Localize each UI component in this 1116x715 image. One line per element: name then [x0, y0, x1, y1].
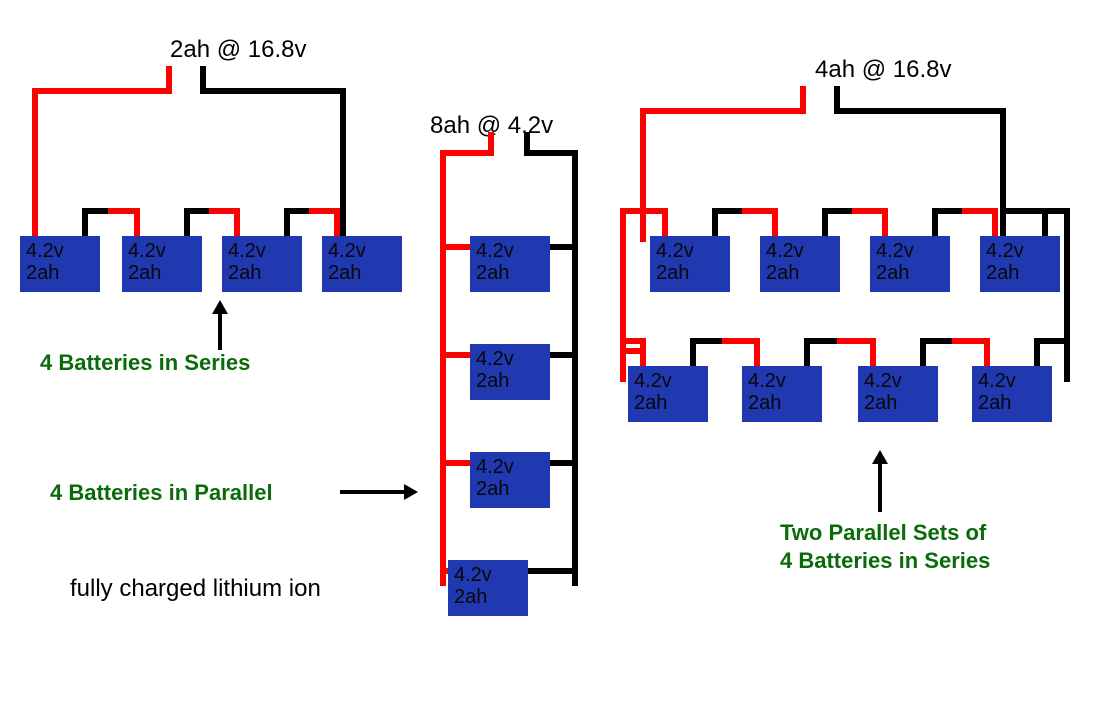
footer-note: fully charged lithium ion [70, 575, 321, 603]
series-cell-1: 4.2v2ah [20, 236, 100, 292]
battery-capacity: 2ah [656, 262, 724, 284]
battery-capacity: 2ah [454, 586, 522, 608]
battery-capacity: 2ah [978, 392, 1046, 414]
combo-row1-cell-1: 4.2v2ah [650, 236, 730, 292]
combo-row1-cell-3: 4.2v2ah [870, 236, 950, 292]
wire [340, 88, 346, 242]
arrow-stem [218, 312, 222, 350]
battery-voltage: 4.2v [986, 240, 1054, 262]
battery-capacity: 2ah [766, 262, 834, 284]
battery-voltage: 4.2v [328, 240, 396, 262]
battery-voltage: 4.2v [656, 240, 724, 262]
series-cell-3: 4.2v2ah [222, 236, 302, 292]
wire [520, 568, 578, 574]
wire [620, 208, 626, 382]
wire [200, 66, 206, 94]
battery-voltage: 4.2v [476, 348, 544, 370]
series-title: 2ah @ 16.8v [170, 36, 306, 64]
battery-voltage: 4.2v [476, 240, 544, 262]
arrow-stem [340, 490, 408, 494]
battery-capacity: 2ah [328, 262, 396, 284]
battery-capacity: 2ah [476, 478, 544, 500]
wire [166, 66, 172, 94]
battery-voltage: 4.2v [228, 240, 296, 262]
battery-voltage: 4.2v [766, 240, 834, 262]
wire [640, 108, 646, 214]
wire [1000, 208, 1070, 214]
combo-row1-cell-4: 4.2v2ah [980, 236, 1060, 292]
battery-voltage: 4.2v [876, 240, 944, 262]
series-cell-2: 4.2v2ah [122, 236, 202, 292]
wire [440, 150, 494, 156]
parallel-cell-2: 4.2v2ah [470, 344, 550, 400]
battery-capacity: 2ah [748, 392, 816, 414]
battery-capacity: 2ah [876, 262, 944, 284]
battery-capacity: 2ah [986, 262, 1054, 284]
battery-capacity: 2ah [864, 392, 932, 414]
wire [834, 108, 1006, 114]
wire [32, 88, 172, 94]
wire [1000, 108, 1006, 214]
wire [640, 108, 806, 114]
wire [32, 88, 38, 242]
wire [620, 208, 646, 214]
battery-voltage: 4.2v [634, 370, 702, 392]
combo-row2-cell-4: 4.2v2ah [972, 366, 1052, 422]
combo-title: 4ah @ 16.8v [815, 56, 951, 84]
battery-voltage: 4.2v [978, 370, 1046, 392]
series-cell-4: 4.2v2ah [322, 236, 402, 292]
battery-capacity: 2ah [476, 262, 544, 284]
battery-capacity: 2ah [228, 262, 296, 284]
wire [800, 86, 806, 114]
combo-row1-cell-2: 4.2v2ah [760, 236, 840, 292]
parallel-cell-4: 4.2v2ah [448, 560, 528, 616]
arrow-right-icon [404, 484, 418, 500]
combo-row2-cell-1: 4.2v2ah [628, 366, 708, 422]
battery-voltage: 4.2v [476, 456, 544, 478]
battery-capacity: 2ah [128, 262, 196, 284]
wire [440, 150, 446, 586]
combo-caption-line1: Two Parallel Sets of [780, 520, 986, 546]
battery-voltage: 4.2v [748, 370, 816, 392]
battery-voltage: 4.2v [26, 240, 94, 262]
battery-voltage: 4.2v [864, 370, 932, 392]
parallel-caption: 4 Batteries in Parallel [50, 480, 273, 506]
wire [572, 150, 578, 586]
battery-capacity: 2ah [634, 392, 702, 414]
combo-caption-line2: 4 Batteries in Series [780, 548, 990, 574]
wire [1064, 208, 1070, 382]
arrow-stem [878, 462, 882, 512]
battery-capacity: 2ah [26, 262, 94, 284]
parallel-cell-1: 4.2v2ah [470, 236, 550, 292]
wire [834, 86, 840, 114]
wire [200, 88, 346, 94]
parallel-cell-3: 4.2v2ah [470, 452, 550, 508]
combo-row2-cell-2: 4.2v2ah [742, 366, 822, 422]
wire [524, 150, 578, 156]
series-caption: 4 Batteries in Series [40, 350, 250, 376]
combo-row2-cell-3: 4.2v2ah [858, 366, 938, 422]
battery-capacity: 2ah [476, 370, 544, 392]
battery-voltage: 4.2v [128, 240, 196, 262]
battery-voltage: 4.2v [454, 564, 522, 586]
